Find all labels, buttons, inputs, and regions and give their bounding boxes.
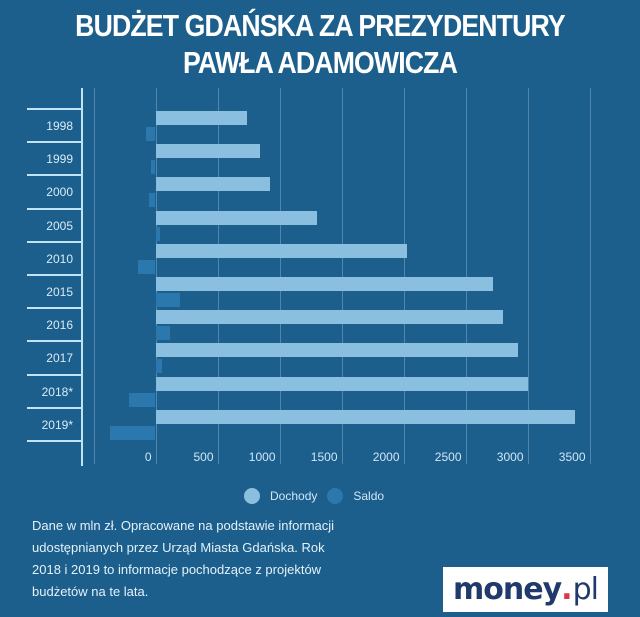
gridline xyxy=(528,88,529,464)
dochody-bar xyxy=(155,277,494,291)
saldo-bar xyxy=(138,260,156,274)
category-separator xyxy=(27,440,82,442)
category-axis-line xyxy=(81,88,83,466)
category-separator xyxy=(27,108,82,110)
saldo-bar xyxy=(155,227,161,241)
category-label: 1999 xyxy=(46,152,73,166)
category-separator xyxy=(27,374,82,376)
x-tick-label: 3000 xyxy=(496,450,524,464)
category-label: 2018* xyxy=(41,385,73,399)
category-separator xyxy=(27,407,82,409)
x-tick-label: 2000 xyxy=(372,450,400,464)
category-label: 2019* xyxy=(41,418,73,432)
category-separator xyxy=(27,307,82,309)
saldo-bar xyxy=(129,393,156,407)
x-tick-label: 500 xyxy=(193,450,214,464)
gridline xyxy=(94,88,95,464)
dochody-bar xyxy=(155,144,260,158)
gridline xyxy=(218,88,219,464)
money-pl-logo: money. pl xyxy=(443,567,608,612)
source-note: Dane w mln zł. Opracowane na podstawie i… xyxy=(32,518,335,599)
saldo-bar xyxy=(155,359,163,373)
dochody-bar xyxy=(155,177,271,191)
dochody-bar xyxy=(155,111,248,125)
gridline xyxy=(466,88,467,464)
gridline xyxy=(404,88,405,464)
legend-saldo-label: Saldo xyxy=(353,489,385,503)
gridline xyxy=(590,88,591,464)
category-separator xyxy=(27,141,82,143)
category-separator xyxy=(27,274,82,276)
category-separator xyxy=(27,174,82,176)
saldo-bar xyxy=(150,160,156,174)
category-label: 1998 xyxy=(46,119,73,133)
logo-dot: . xyxy=(561,572,573,607)
x-tick-label: 1000 xyxy=(248,450,276,464)
saldo-bar xyxy=(155,326,171,340)
saldo-bar xyxy=(146,127,156,141)
saldo-legend-dot-icon xyxy=(327,488,344,504)
gridline xyxy=(342,88,343,464)
saldo-bar xyxy=(148,193,156,207)
saldo-bar xyxy=(155,293,180,307)
dochody-bar xyxy=(155,410,575,424)
legend-dochody-label: Dochody xyxy=(270,489,318,503)
x-tick-label: 1500 xyxy=(310,450,338,464)
title-line-2: PAWŁA ADAMOWICZA xyxy=(182,45,458,80)
x-tick-label: 3500 xyxy=(558,450,586,464)
dochody-bar xyxy=(155,377,529,391)
category-label: 2010 xyxy=(46,252,73,266)
legend: Dochody Saldo xyxy=(244,488,394,504)
gridline xyxy=(156,88,157,464)
logo-tld: pl xyxy=(572,572,599,607)
logo-name: money xyxy=(453,572,562,607)
category-label: 2005 xyxy=(46,219,73,233)
dochody-bar xyxy=(155,244,408,258)
category-separator xyxy=(27,340,82,342)
title-line-1: BUDŻET GDAŃSKA ZA PREZYDENTURY xyxy=(75,8,565,43)
category-label: 2017 xyxy=(46,351,73,365)
category-label: 2000 xyxy=(46,185,73,199)
gridline xyxy=(280,88,281,464)
x-tick-label: 0 xyxy=(144,450,152,464)
dochody-bar xyxy=(155,310,503,324)
category-label: 2016 xyxy=(46,318,73,332)
dochody-bar xyxy=(155,211,318,225)
x-tick-label: 2500 xyxy=(434,450,462,464)
dochody-legend-dot-icon xyxy=(244,488,260,504)
category-separator xyxy=(27,241,82,243)
saldo-bar xyxy=(109,426,156,440)
category-label: 2015 xyxy=(46,285,73,299)
category-separator xyxy=(27,208,82,210)
dochody-bar xyxy=(155,343,519,357)
